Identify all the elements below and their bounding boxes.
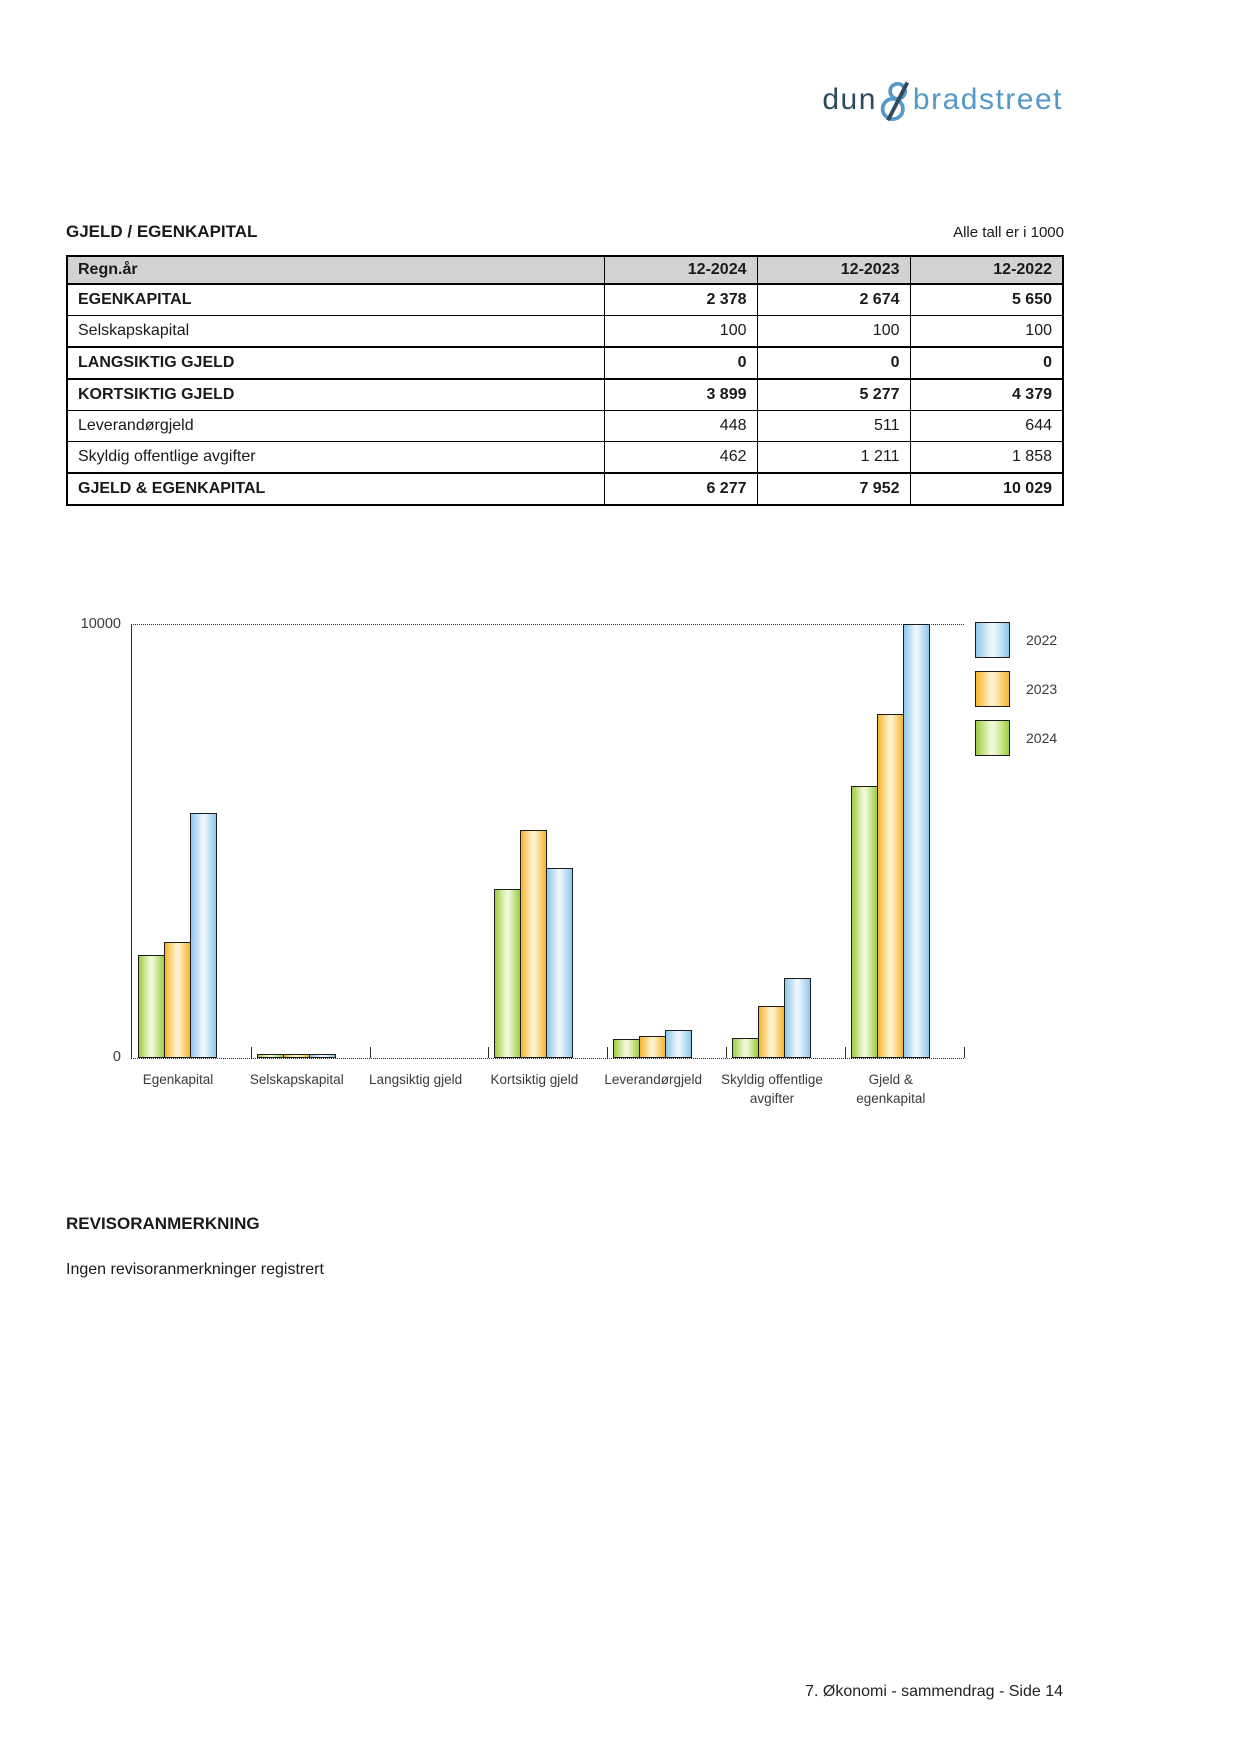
category-label: Egenkapital <box>142 1072 214 1087</box>
column-header-year: 12-2022 <box>909 255 1064 285</box>
category-label: Skyldig offentlige avgifter <box>721 1072 823 1106</box>
bar-2023 <box>520 830 548 1058</box>
x-axis-tick <box>844 1047 846 1058</box>
bar-2024 <box>850 786 878 1058</box>
row-value: 0 <box>756 346 911 380</box>
row-value: 4 379 <box>909 378 1064 411</box>
bar-2022 <box>190 813 217 1058</box>
row-label: Skyldig offentlige avgifter <box>66 441 605 474</box>
row-value: 100 <box>603 315 758 348</box>
column-header-label: Regn.år <box>66 255 605 285</box>
bar-2024 <box>256 1054 284 1058</box>
row-label: Leverandørgjeld <box>66 410 605 442</box>
row-value: 6 277 <box>603 472 758 506</box>
section-title: GJELD / EGENKAPITAL <box>66 222 258 241</box>
table-row: LANGSIKTIG GJELD 0 0 0 <box>66 346 1064 380</box>
row-value: 511 <box>756 410 911 442</box>
x-axis-tick <box>726 1047 727 1058</box>
category-label: Selskapskapital <box>249 1072 344 1087</box>
x-axis-tick <box>607 1047 609 1058</box>
balance-table-body: EGENKAPITAL 2 378 2 674 5 650 Selskapskapita… <box>66 283 1064 506</box>
bar-2022 <box>665 1030 693 1058</box>
row-value: 5 277 <box>756 378 911 411</box>
x-axis-tick <box>369 1047 371 1058</box>
row-label: Selskapskapital <box>66 315 605 348</box>
legend-label: 2023 <box>1026 681 1058 697</box>
dun-bradstreet-logo: dun bradstreet <box>822 80 1063 122</box>
bar-2024 <box>138 955 165 1058</box>
row-value: 462 <box>603 441 758 474</box>
revisor-heading: REVISORANMERKNING <box>66 1214 260 1233</box>
row-value: 1 858 <box>909 441 1064 474</box>
row-value: 100 <box>756 315 911 348</box>
bar-2022 <box>784 978 811 1058</box>
row-value: 100 <box>909 315 1064 348</box>
row-value: 10 029 <box>909 472 1064 506</box>
bar-2024 <box>732 1038 759 1058</box>
table-title-row: GJELD / EGENKAPITAL Alle tall er i 1000 <box>66 222 1064 242</box>
bar-2023 <box>639 1036 667 1058</box>
chart-legend: 2022 2023 2024 <box>975 622 1057 769</box>
bar-2023 <box>876 714 904 1058</box>
row-value: 0 <box>909 346 1064 380</box>
legend-label: 2022 <box>1026 632 1058 648</box>
page-footer: 7. Økonomi - sammendrag - Side 14 <box>805 1683 1063 1700</box>
row-label: LANGSIKTIG GJELD <box>66 346 605 380</box>
row-value: 448 <box>603 410 758 442</box>
row-value: 0 <box>603 346 758 380</box>
x-axis-tick <box>250 1047 252 1058</box>
bar-2024 <box>613 1039 641 1058</box>
row-label: GJELD & EGENKAPITAL <box>66 472 605 506</box>
logo-word-bradstreet: bradstreet <box>912 83 1063 116</box>
row-value: 2 378 <box>603 283 758 316</box>
table-header-row: Regn.år 12-2024 12-2023 12-2022 <box>66 255 1064 285</box>
row-value: 5 650 <box>909 283 1064 316</box>
row-label: KORTSIKTIG GJELD <box>66 378 605 411</box>
bar-2023 <box>282 1054 310 1058</box>
table-row: Selskapskapital 100 100 100 <box>66 315 1064 348</box>
category-label: Gjeld & egenkapital <box>856 1072 926 1106</box>
table-row: KORTSIKTIG GJELD 3 899 5 277 4 379 <box>66 378 1064 411</box>
unit-note: Alle tall er i 1000 <box>953 224 1064 241</box>
balance-table: Regn.år 12-2024 12-2023 12-2022 EGENKAPITAL… <box>66 255 1064 506</box>
bar-2022 <box>902 624 930 1058</box>
table-row: Skyldig offentlige avgifter 462 1 211 1 858 <box>66 441 1064 474</box>
row-value: 3 899 <box>603 378 758 411</box>
y-axis-max-label: 10000 <box>80 616 121 632</box>
legend-label: 2024 <box>1026 730 1058 746</box>
legend-swatch-icon <box>975 622 1010 658</box>
table-row: Leverandørgjeld 448 511 644 <box>66 410 1064 442</box>
table-row: GJELD & EGENKAPITAL 6 277 7 952 10 029 <box>66 472 1064 506</box>
table-row: EGENKAPITAL 2 378 2 674 5 650 <box>66 283 1064 316</box>
legend-item-2024: 2024 <box>975 720 1057 756</box>
bar-2023 <box>164 942 191 1058</box>
bar-2022 <box>546 868 574 1058</box>
revisor-text: Ingen revisoranmerkninger registrert <box>66 1261 324 1278</box>
bar-2022 <box>308 1054 336 1058</box>
category-label: Langsiktig gjeld <box>369 1072 463 1087</box>
bar-2024 <box>494 889 522 1058</box>
row-value: 7 952 <box>756 472 911 506</box>
x-axis-tick <box>963 1047 965 1058</box>
row-label: EGENKAPITAL <box>66 283 605 316</box>
legend-swatch-icon <box>975 671 1010 707</box>
row-value: 2 674 <box>756 283 911 316</box>
category-label: Leverandørgjeld <box>604 1072 702 1087</box>
column-header-year: 12-2024 <box>603 255 758 285</box>
logo-word-dun: dun <box>822 83 877 116</box>
legend-item-2022: 2022 <box>975 622 1057 658</box>
category-label: Kortsiktig gjeld <box>490 1072 579 1087</box>
column-header-year: 12-2023 <box>756 255 911 285</box>
legend-swatch-icon <box>975 720 1010 756</box>
legend-item-2023: 2023 <box>975 671 1057 707</box>
ampersand-icon <box>880 81 910 122</box>
bar-2023 <box>758 1006 785 1058</box>
bar-chart-plot-area: Egenkapital Selskapskapital Langsiktig gje… <box>131 624 965 1106</box>
row-value: 644 <box>909 410 1064 442</box>
row-value: 1 211 <box>756 441 911 474</box>
x-axis-tick <box>488 1047 490 1058</box>
y-axis-zero-label: 0 <box>112 1049 121 1065</box>
